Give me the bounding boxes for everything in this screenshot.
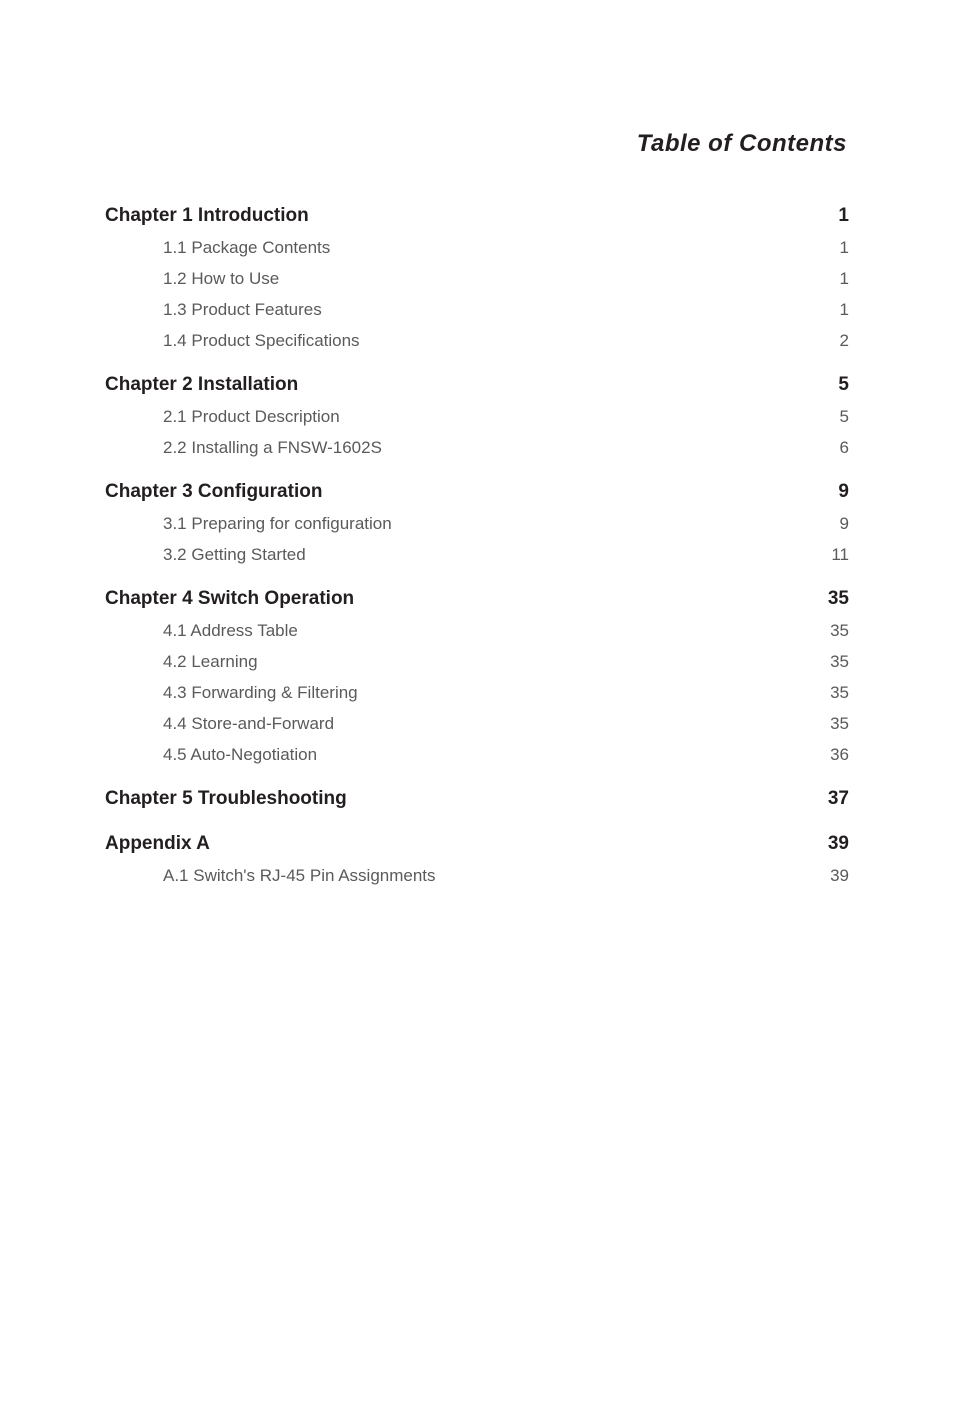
toc-chapter-page: 9 bbox=[809, 482, 849, 501]
toc-section-label: 1.2 How to Use bbox=[105, 270, 279, 287]
toc-section: 2.2 Installing a FNSW-1602S 6 bbox=[105, 439, 849, 456]
toc-section-page: 1 bbox=[809, 239, 849, 256]
toc-section: 4.1 Address Table 35 bbox=[105, 622, 849, 639]
toc-section-page: 9 bbox=[809, 515, 849, 532]
toc-chapter-label: Appendix A bbox=[105, 834, 210, 853]
toc-section: 4.4 Store-and-Forward 35 bbox=[105, 715, 849, 732]
toc-section-label: 4.5 Auto-Negotiation bbox=[105, 746, 317, 763]
toc-section-label: 4.4 Store-and-Forward bbox=[105, 715, 334, 732]
toc-section-page: 2 bbox=[809, 332, 849, 349]
toc-section: 1.4 Product Specifications 2 bbox=[105, 332, 849, 349]
toc-section-page: 35 bbox=[809, 684, 849, 701]
toc-section: 3.1 Preparing for configuration 9 bbox=[105, 515, 849, 532]
toc-section: 1.1 Package Contents 1 bbox=[105, 239, 849, 256]
toc-section-label: 2.1 Product Description bbox=[105, 408, 340, 425]
toc-section-page: 5 bbox=[809, 408, 849, 425]
toc-chapter: Chapter 5 Troubleshooting 37 bbox=[105, 789, 849, 808]
toc-section-page: 6 bbox=[809, 439, 849, 456]
toc-section: 4.5 Auto-Negotiation 36 bbox=[105, 746, 849, 763]
toc-section-label: 4.3 Forwarding & Filtering bbox=[105, 684, 358, 701]
toc-section-page: 36 bbox=[809, 746, 849, 763]
toc-section-label: 1.4 Product Specifications bbox=[105, 332, 360, 349]
toc-section-label: 4.2 Learning bbox=[105, 653, 258, 670]
toc-section-label: 3.2 Getting Started bbox=[105, 546, 306, 563]
toc-chapter: Chapter 1 Introduction 1 bbox=[105, 206, 849, 225]
table-of-contents: Chapter 1 Introduction 1 1.1 Package Con… bbox=[105, 206, 849, 884]
toc-section: A.1 Switch's RJ-45 Pin Assignments 39 bbox=[105, 867, 849, 884]
toc-section-label: 3.1 Preparing for configuration bbox=[105, 515, 392, 532]
toc-chapter-label: Chapter 2 Installation bbox=[105, 375, 298, 394]
toc-chapter-page: 5 bbox=[809, 375, 849, 394]
toc-chapter-label: Chapter 5 Troubleshooting bbox=[105, 789, 347, 808]
toc-section: 4.2 Learning 35 bbox=[105, 653, 849, 670]
toc-chapter: Appendix A 39 bbox=[105, 834, 849, 853]
toc-section: 4.3 Forwarding & Filtering 35 bbox=[105, 684, 849, 701]
toc-section-label: A.1 Switch's RJ-45 Pin Assignments bbox=[105, 867, 436, 884]
toc-section-page: 35 bbox=[809, 622, 849, 639]
toc-section: 3.2 Getting Started 11 bbox=[105, 546, 849, 563]
toc-chapter-page: 1 bbox=[809, 206, 849, 225]
toc-section-page: 1 bbox=[809, 301, 849, 318]
toc-section: 1.3 Product Features 1 bbox=[105, 301, 849, 318]
toc-chapter-label: Chapter 4 Switch Operation bbox=[105, 589, 354, 608]
toc-section: 2.1 Product Description 5 bbox=[105, 408, 849, 425]
toc-chapter-page: 35 bbox=[809, 589, 849, 608]
toc-section-page: 11 bbox=[809, 546, 849, 563]
toc-section-page: 35 bbox=[809, 653, 849, 670]
toc-section-page: 1 bbox=[809, 270, 849, 287]
toc-chapter: Chapter 3 Configuration 9 bbox=[105, 482, 849, 501]
toc-chapter-label: Chapter 3 Configuration bbox=[105, 482, 322, 501]
toc-chapter: Chapter 2 Installation 5 bbox=[105, 375, 849, 394]
toc-chapter-page: 37 bbox=[809, 789, 849, 808]
toc-section-label: 4.1 Address Table bbox=[105, 622, 298, 639]
toc-chapter: Chapter 4 Switch Operation 35 bbox=[105, 589, 849, 608]
page-title: Table of Contents bbox=[105, 130, 849, 158]
toc-section: 1.2 How to Use 1 bbox=[105, 270, 849, 287]
toc-section-label: 1.3 Product Features bbox=[105, 301, 322, 318]
toc-chapter-label: Chapter 1 Introduction bbox=[105, 206, 309, 225]
toc-chapter-page: 39 bbox=[809, 834, 849, 853]
toc-section-label: 2.2 Installing a FNSW-1602S bbox=[105, 439, 382, 456]
toc-section-page: 35 bbox=[809, 715, 849, 732]
toc-section-page: 39 bbox=[809, 867, 849, 884]
toc-section-label: 1.1 Package Contents bbox=[105, 239, 330, 256]
